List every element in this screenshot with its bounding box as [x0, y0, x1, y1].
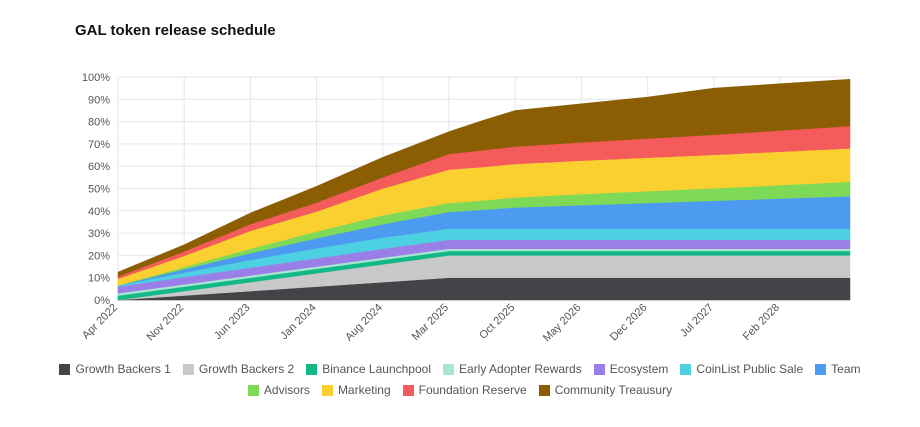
- legend-item[interactable]: Binance Launchpool: [306, 362, 431, 376]
- legend-label: Early Adopter Rewards: [459, 362, 582, 376]
- legend-swatch: [815, 363, 827, 375]
- x-tick-label: Jul 2027: [678, 302, 716, 340]
- legend-label: Growth Backers 1: [75, 362, 171, 376]
- legend-swatch: [306, 363, 318, 375]
- y-tick-label: 90%: [88, 94, 110, 106]
- x-tick-label: Dec 2026: [608, 302, 650, 344]
- legend-item[interactable]: CoinList Public Sale: [680, 362, 803, 376]
- x-tick-label: Jan 2024: [278, 302, 318, 342]
- legend-item[interactable]: Growth Backers 2: [182, 362, 295, 376]
- x-tick-label: Nov 2022: [145, 302, 187, 344]
- y-tick-label: 70%: [88, 139, 110, 151]
- legend-swatch: [593, 363, 605, 375]
- y-tick-label: 60%: [88, 161, 110, 173]
- legend-row-2: Advisors Marketing Foundation Reserve Commu…: [0, 383, 920, 397]
- x-tick-label: Apr 2022: [80, 302, 120, 342]
- legend-row-1: Growth Backers 1 Growth Backers 2 Binance …: [0, 362, 920, 376]
- y-tick-label: 50%: [88, 184, 110, 196]
- legend-item[interactable]: Growth Backers 1: [59, 362, 171, 376]
- legend-item[interactable]: Advisors: [247, 383, 310, 397]
- legend-label: Marketing: [337, 383, 391, 397]
- legend-label: Advisors: [263, 383, 310, 397]
- chart-title: GAL token release schedule: [75, 22, 276, 39]
- y-tick-label: 100%: [82, 72, 110, 84]
- y-tick-label: 40%: [88, 206, 110, 218]
- y-tick-label: 20%: [88, 250, 110, 262]
- y-tick-label: 0%: [94, 295, 110, 307]
- legend-label: CoinList Public Sale: [696, 362, 804, 376]
- legend-item[interactable]: Foundation Reserve: [402, 383, 527, 397]
- legend-label: Community Treausury: [554, 383, 673, 397]
- legend-item[interactable]: Community Treausury: [538, 383, 673, 397]
- legend-label: Team: [831, 362, 861, 376]
- x-tick-label: Mar 2025: [410, 302, 451, 343]
- legend-swatch: [321, 384, 333, 396]
- legend-item[interactable]: Ecosystem: [593, 362, 669, 376]
- legend-item[interactable]: Team: [815, 362, 861, 376]
- legend-swatch: [443, 363, 454, 375]
- legend-swatch: [247, 384, 259, 396]
- legend-swatch: [538, 384, 550, 396]
- y-tick-label: 80%: [88, 117, 110, 129]
- x-tick-label: Jun 2023: [212, 302, 252, 342]
- legend-swatch: [680, 363, 692, 375]
- area-community-treausury: [117, 78, 851, 277]
- legend-swatch: [402, 384, 414, 396]
- legend-label: Binance Launchpool: [322, 362, 431, 376]
- x-tick-label: Aug 2024: [343, 302, 385, 344]
- legend-label: Foundation Reserve: [418, 383, 527, 397]
- y-tick-label: 30%: [88, 228, 110, 240]
- legend-label: Ecosystem: [609, 362, 669, 376]
- x-tick-label: May 2026: [541, 302, 584, 345]
- y-tick-label: 10%: [88, 273, 110, 285]
- legend-label: Growth Backers 2: [198, 362, 295, 376]
- x-tick-label: Feb 2028: [741, 302, 782, 343]
- legend-item[interactable]: Early Adopter Rewards: [443, 362, 582, 376]
- legend-swatch: [182, 363, 194, 375]
- x-tick-label: Oct 2025: [477, 302, 517, 342]
- legend-item[interactable]: Marketing: [321, 383, 391, 397]
- legend-swatch: [59, 363, 71, 375]
